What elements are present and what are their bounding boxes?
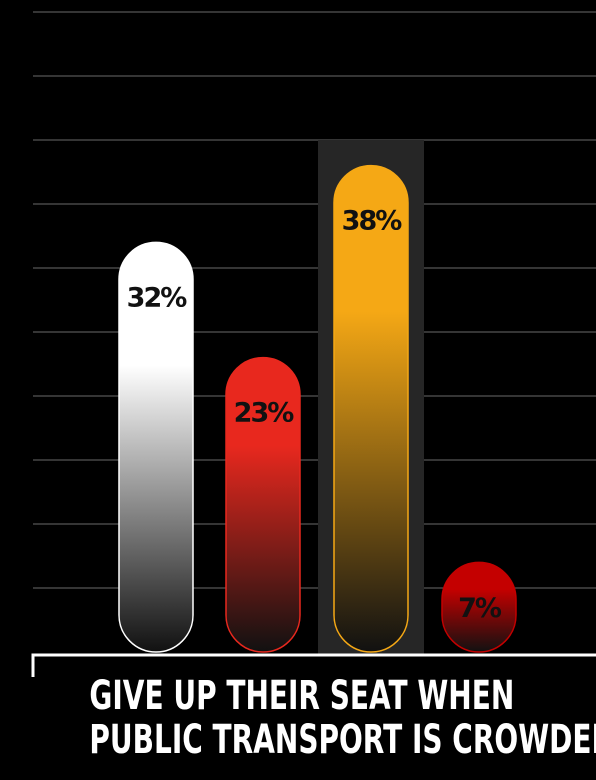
chart-caption: GIVE UP THEIR SEAT WHEN PUBLIC TRANSPORT… [0,674,596,762]
caption-line-1: GIVE UP THEIR SEAT WHEN [89,673,515,719]
bar-value-label: 7% [458,593,502,624]
bar [225,356,301,653]
bar-value-label: 23% [234,398,295,429]
bars [118,164,517,653]
gridlines [33,11,596,589]
bar-value-label: 38% [342,206,403,237]
baseline-bracket [31,653,596,677]
caption-line-2: PUBLIC TRANSPORT IS CROWDED [89,717,596,763]
bar [441,561,517,653]
bar-value-labels: 32% 23% 38% 7% [127,206,504,625]
bar-value-label: 32% [127,282,188,313]
bar-chart: 32% 23% 38% 7% [31,11,596,677]
bar [118,241,194,653]
bar [333,164,409,653]
